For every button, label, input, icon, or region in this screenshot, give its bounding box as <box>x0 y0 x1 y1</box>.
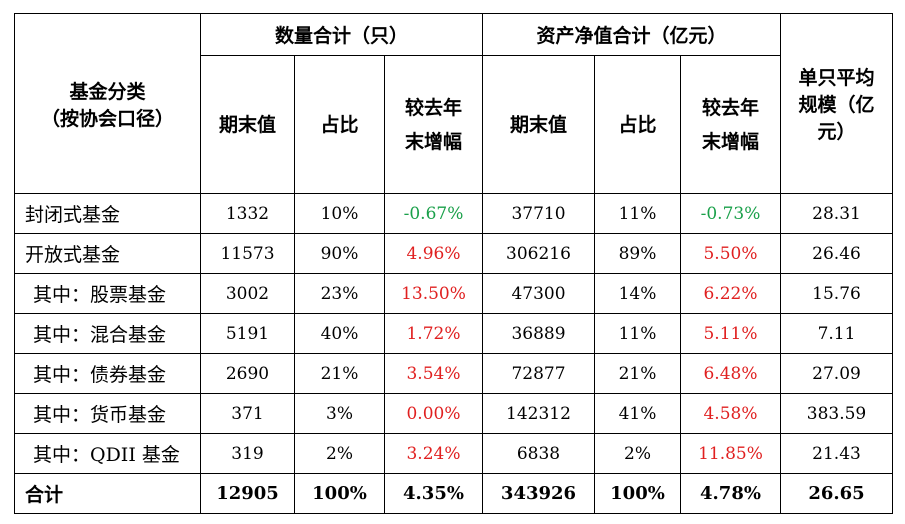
nav-value: 72877 <box>482 353 595 394</box>
count-value: 371 <box>200 393 295 434</box>
nav-change: 5.11% <box>680 313 781 354</box>
header-count-change: 较去年 末增幅 <box>384 55 483 194</box>
row-category: 其中：混合基金 <box>14 313 201 354</box>
avg-scale: 383.59 <box>780 393 893 434</box>
header-nav-change: 较去年 末增幅 <box>680 55 781 194</box>
nav-value: 47300 <box>482 273 595 314</box>
header-nav-share: 占比 <box>594 55 681 194</box>
avg-scale: 26.46 <box>780 233 893 274</box>
header-count-share: 占比 <box>294 55 385 194</box>
table-row: 开放式基金 11573 90% 4.96% 306216 89% 5.50% 2… <box>14 233 893 274</box>
header-avg-scale: 单只平均 规模（亿 元） <box>780 13 893 194</box>
count-change: 4.96% <box>384 233 483 274</box>
row-category: 其中：货币基金 <box>14 393 201 434</box>
total-avg: 26.65 <box>780 473 893 514</box>
nav-share: 41% <box>594 393 681 434</box>
header-nav-group: 资产净值合计（亿元） <box>482 13 781 56</box>
count-change: 1.72% <box>384 313 483 354</box>
table-row: 其中：债券基金 2690 21% 3.54% 72877 21% 6.48% 2… <box>14 353 893 394</box>
count-change: 3.54% <box>384 353 483 394</box>
count-share: 23% <box>294 273 385 314</box>
total-label: 合计 <box>14 473 201 514</box>
nav-value: 37710 <box>482 193 595 234</box>
avg-scale: 27.09 <box>780 353 893 394</box>
count-change: 0.00% <box>384 393 483 434</box>
total-row: 合计 12905 100% 4.35% 343926 100% 4.78% 26… <box>14 473 893 514</box>
row-category: 开放式基金 <box>14 233 201 274</box>
total-nav-share: 100% <box>594 473 681 514</box>
count-value: 11573 <box>200 233 295 274</box>
nav-change: 6.22% <box>680 273 781 314</box>
nav-change: 6.48% <box>680 353 781 394</box>
total-count-change: 4.35% <box>384 473 483 514</box>
header-category: 基金分类 （按协会口径） <box>14 13 201 194</box>
nav-share: 11% <box>594 193 681 234</box>
row-category: 其中：债券基金 <box>14 353 201 394</box>
nav-share: 89% <box>594 233 681 274</box>
nav-value: 36889 <box>482 313 595 354</box>
nav-change: 5.50% <box>680 233 781 274</box>
count-share: 2% <box>294 433 385 474</box>
count-change: 13.50% <box>384 273 483 314</box>
count-value: 2690 <box>200 353 295 394</box>
count-value: 5191 <box>200 313 295 354</box>
total-count-share: 100% <box>294 473 385 514</box>
count-share: 3% <box>294 393 385 434</box>
count-change: 3.24% <box>384 433 483 474</box>
table-row: 封闭式基金 1332 10% -0.67% 37710 11% -0.73% 2… <box>14 193 893 234</box>
avg-scale: 21.43 <box>780 433 893 474</box>
nav-change: -0.73% <box>680 193 781 234</box>
nav-share: 14% <box>594 273 681 314</box>
count-share: 90% <box>294 233 385 274</box>
avg-scale: 7.11 <box>780 313 893 354</box>
nav-value: 142312 <box>482 393 595 434</box>
nav-share: 11% <box>594 313 681 354</box>
count-value: 3002 <box>200 273 295 314</box>
table-row: 其中：QDII 基金 319 2% 3.24% 6838 2% 11.85% 2… <box>14 433 893 474</box>
row-category: 封闭式基金 <box>14 193 201 234</box>
row-category: 其中：股票基金 <box>14 273 201 314</box>
total-count: 12905 <box>200 473 295 514</box>
table-row: 其中：混合基金 5191 40% 1.72% 36889 11% 5.11% 7… <box>14 313 893 354</box>
header-count-group: 数量合计（只） <box>200 13 483 56</box>
table-row: 其中：股票基金 3002 23% 13.50% 47300 14% 6.22% … <box>14 273 893 314</box>
total-nav: 343926 <box>482 473 595 514</box>
avg-scale: 28.31 <box>780 193 893 234</box>
fund-summary-table: 基金分类 （按协会口径） 数量合计（只） 资产净值合计（亿元） 单只平均 规模（… <box>14 13 893 514</box>
row-category: 其中：QDII 基金 <box>14 433 201 474</box>
count-share: 10% <box>294 193 385 234</box>
nav-change: 4.58% <box>680 393 781 434</box>
count-value: 319 <box>200 433 295 474</box>
nav-value: 306216 <box>482 233 595 274</box>
nav-change: 11.85% <box>680 433 781 474</box>
nav-share: 21% <box>594 353 681 394</box>
avg-scale: 15.76 <box>780 273 893 314</box>
nav-value: 6838 <box>482 433 595 474</box>
count-share: 21% <box>294 353 385 394</box>
nav-share: 2% <box>594 433 681 474</box>
header-count-period-end: 期末值 <box>200 55 295 194</box>
count-change: -0.67% <box>384 193 483 234</box>
count-value: 1332 <box>200 193 295 234</box>
table-row: 其中：货币基金 371 3% 0.00% 142312 41% 4.58% 38… <box>14 393 893 434</box>
total-nav-change: 4.78% <box>680 473 781 514</box>
count-share: 40% <box>294 313 385 354</box>
header-nav-period-end: 期末值 <box>482 55 595 194</box>
